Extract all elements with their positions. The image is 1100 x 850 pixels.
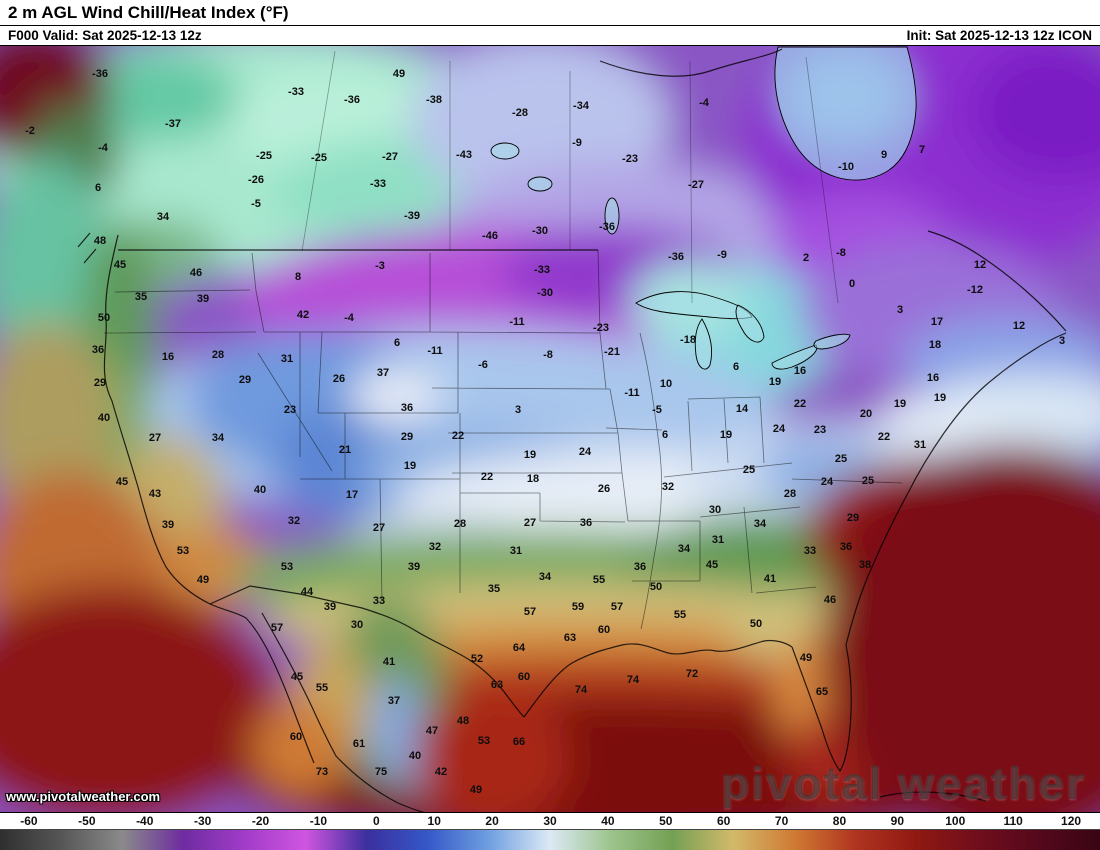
lake-great-slave	[527, 176, 553, 192]
colorbar: -60 -50 -40 -30 -20 -10 0 10 20 30 40 50 60 70 80 90 100…	[0, 812, 1100, 850]
lake-ontario	[813, 333, 851, 350]
colorbar-tick: 40	[601, 814, 615, 828]
map-image: www.pivotalweather.com pivotal weather	[0, 45, 1100, 812]
colorbar-tick: 80	[832, 814, 847, 828]
colorbar-ticks: -60 -50 -40 -30 -20 -10 0 10 20 30 40 50 60 70 80 90 100…	[0, 813, 1100, 829]
temperature-field	[0, 46, 1100, 812]
colorbar-tick: 60	[716, 814, 731, 828]
lake-great-bear	[490, 142, 520, 160]
website-credit: www.pivotalweather.com	[6, 789, 161, 804]
lake-huron	[735, 304, 765, 343]
colorbar-tick: 90	[890, 814, 905, 828]
pivotal-weather-watermark: pivotal weather	[721, 757, 1086, 809]
header-subrow: F000 Valid: Sat 2025-12-13 12z Init: Sat…	[0, 26, 1100, 43]
colorbar-tick: 110	[1003, 814, 1023, 828]
lakes-layer	[490, 46, 917, 370]
colorbar-tick: 10	[427, 814, 441, 828]
colorbar-tick: 20	[485, 814, 499, 828]
colorbar-tick: -60	[20, 814, 38, 828]
colorbar-tick: -30	[193, 814, 212, 828]
colorbar-tick: -40	[136, 814, 154, 828]
coastline-borders	[77, 48, 1067, 812]
weather-map-svg	[0, 46, 1100, 812]
map-header: 2 m AGL Wind Chill/Heat Index (°F) F000 …	[0, 0, 1100, 45]
lake-erie	[771, 344, 818, 370]
valid-time-label: F000 Valid: Sat 2025-12-13 12z	[8, 28, 202, 43]
lake-michigan	[694, 318, 713, 370]
colorbar-tick: 70	[774, 814, 789, 828]
lake-winnipeg	[604, 197, 620, 235]
colorbar-tick: 120	[1061, 814, 1082, 828]
colorbar-gradient	[0, 829, 1100, 850]
state-borders	[103, 249, 903, 630]
province-borders	[301, 50, 839, 304]
page-title: 2 m AGL Wind Chill/Heat Index (°F)	[0, 0, 1100, 26]
hudson-bay	[774, 46, 917, 181]
colorbar-tick: -50	[78, 814, 96, 828]
colorbar-tick: -20	[251, 814, 270, 828]
colorbar-tick: 30	[543, 814, 557, 828]
colorbar-tick: 0	[372, 814, 380, 828]
colorbar-tick: -10	[309, 814, 328, 828]
colorbar-tick: 100	[945, 814, 966, 828]
init-time-label: Init: Sat 2025-12-13 12z ICON	[906, 28, 1092, 43]
colorbar-tick: 50	[659, 814, 673, 828]
